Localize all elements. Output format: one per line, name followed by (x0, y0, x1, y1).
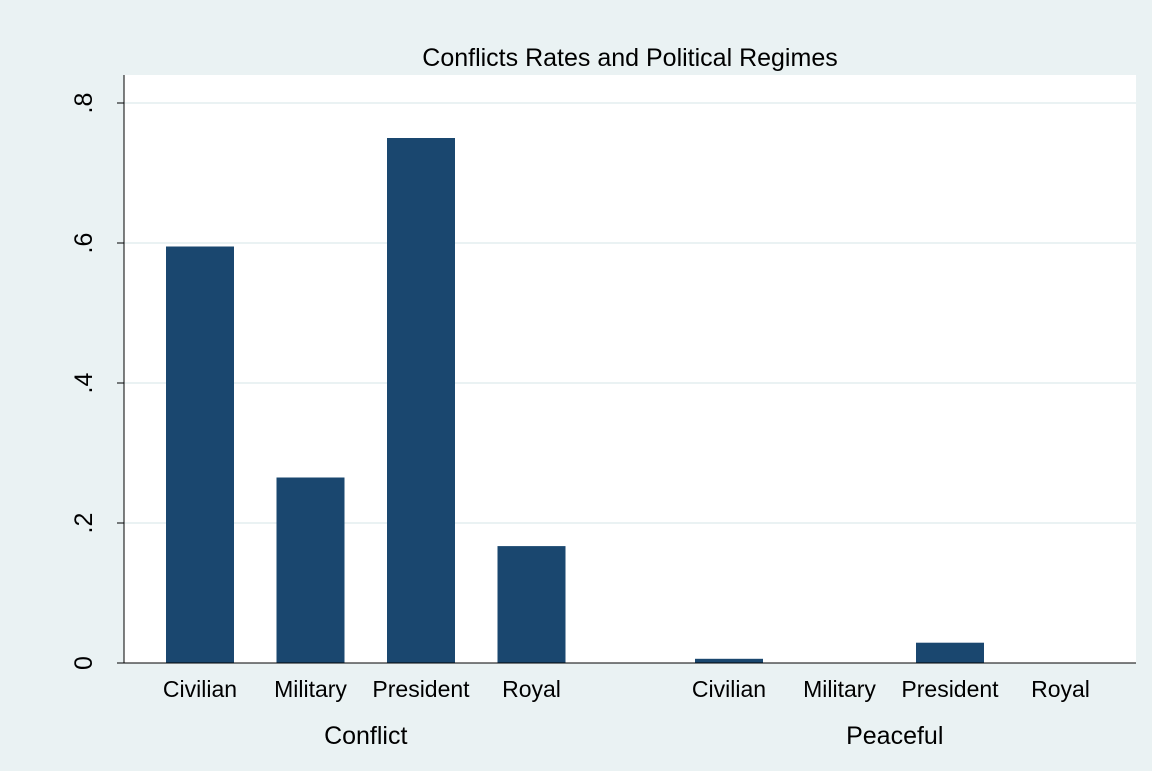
y-tick-label: .6 (70, 233, 98, 254)
chart-title: Conflicts Rates and Political Regimes (422, 44, 837, 72)
plot-area (124, 75, 1136, 663)
y-tick-label: 0 (70, 656, 98, 670)
group-label: Conflict (324, 722, 407, 750)
category-label: Royal (502, 676, 561, 702)
bar-peaceful-civilian (695, 658, 763, 663)
y-tick-label: .4 (70, 372, 98, 393)
bar-conflict-civilian (166, 246, 234, 663)
bar-conflict-military (276, 477, 345, 663)
bar-conflict-royal (497, 546, 566, 663)
category-label: President (901, 676, 999, 702)
y-tick-label: .2 (70, 513, 98, 534)
bar-conflict-president (387, 138, 455, 663)
category-label: Civilian (163, 676, 237, 702)
y-tick-label: .8 (70, 93, 98, 114)
category-label: Military (803, 676, 876, 702)
category-label: Military (274, 676, 347, 702)
group-label: Peaceful (846, 722, 943, 750)
bars (166, 138, 984, 663)
category-label: Civilian (692, 676, 766, 702)
category-label: Royal (1031, 676, 1090, 702)
category-label: President (372, 676, 470, 702)
bar-peaceful-president (916, 642, 984, 663)
axes: 0 .2 .4 .6 .8 Civilian Military President Royal C… (70, 75, 1136, 750)
